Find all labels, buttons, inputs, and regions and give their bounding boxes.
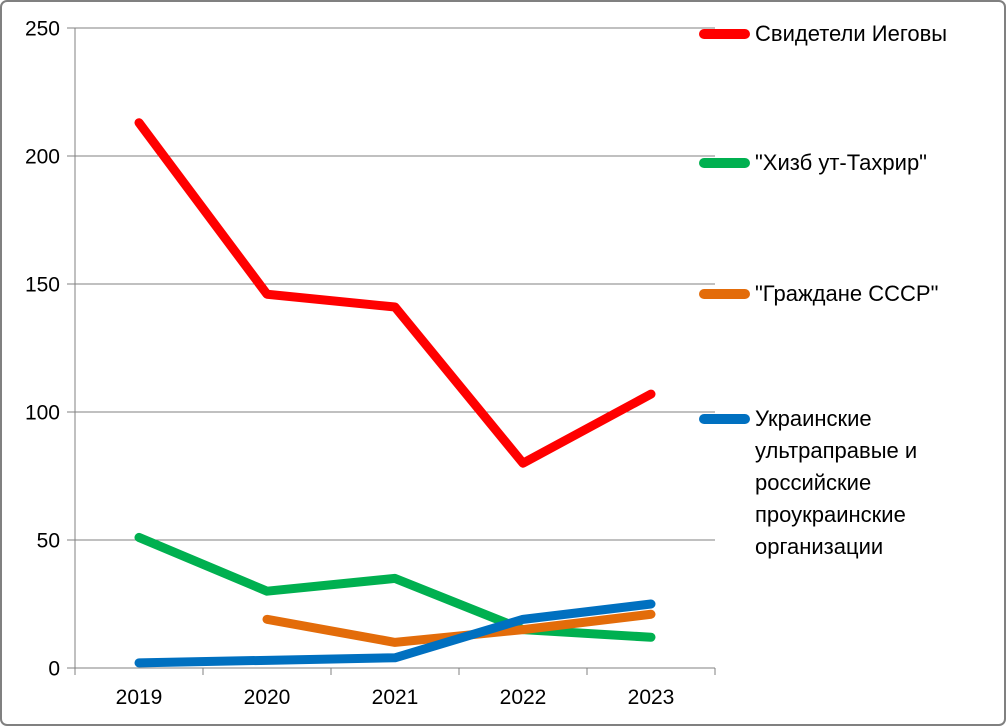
y-axis-tick-label: 200: [25, 146, 60, 169]
x-axis-tick-label: 2020: [244, 686, 291, 709]
y-axis-tick-label: 150: [25, 274, 60, 297]
y-axis-tick-label: 100: [25, 402, 60, 425]
y-axis-tick-label: 50: [37, 530, 60, 553]
y-axis-tick-label: 250: [25, 18, 60, 41]
y-axis-tick-label: 0: [48, 658, 60, 681]
series-line-3: [134, 599, 656, 668]
series-line-1: [134, 532, 656, 642]
x-axis-tick-label: 2023: [628, 686, 675, 709]
x-axis-tick-label: 2022: [500, 686, 547, 709]
x-axis-tick-label: 2019: [116, 686, 163, 709]
series-line-0: [134, 118, 656, 468]
x-axis-tick-label: 2021: [372, 686, 419, 709]
